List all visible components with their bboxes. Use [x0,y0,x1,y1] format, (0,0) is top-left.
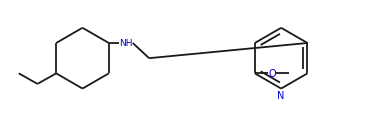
Text: N: N [277,91,285,100]
Text: O: O [268,69,276,79]
Text: NH: NH [119,39,133,48]
